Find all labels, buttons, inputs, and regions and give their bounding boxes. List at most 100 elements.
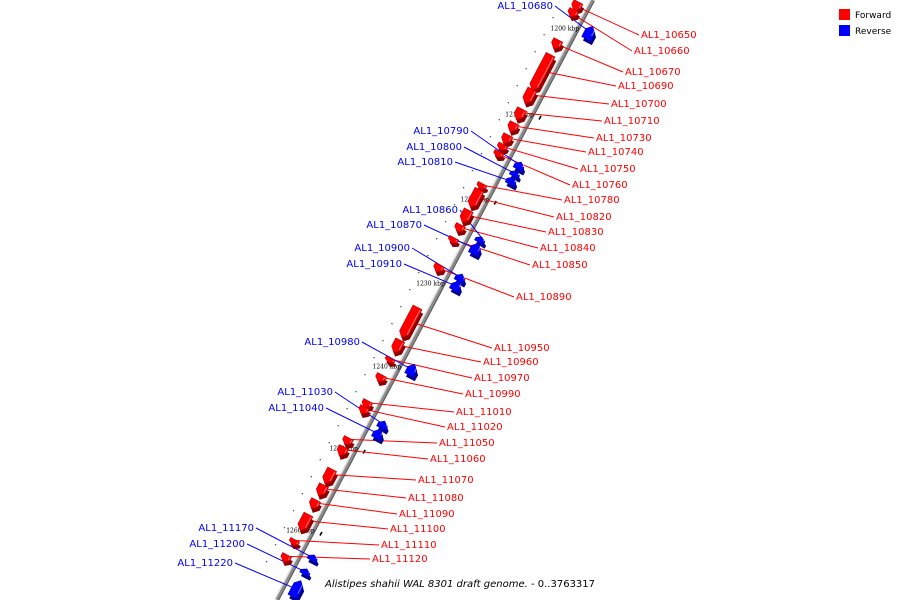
gene-feature-al1_10900[interactable] <box>453 272 470 288</box>
gene-feature-al1_10650[interactable] <box>568 0 586 17</box>
gene-feature-al1_11040[interactable] <box>370 427 388 445</box>
gene-label-al1_10910[interactable]: AL1_10910 <box>346 259 402 270</box>
gene-feature-al1_11050[interactable] <box>339 435 356 452</box>
gene-body <box>371 428 383 441</box>
gene-label-al1_10780[interactable]: AL1_10780 <box>564 195 620 206</box>
gene-label-al1_11100[interactable]: AL1_11100 <box>390 524 446 535</box>
gene-label-al1_10980[interactable]: AL1_10980 <box>304 337 360 348</box>
gene-label-al1_10950[interactable]: AL1_10950 <box>494 343 550 354</box>
track-dot <box>516 85 518 87</box>
gene-label-al1_11080[interactable]: AL1_11080 <box>408 493 464 504</box>
gene-feature-al1_10820[interactable] <box>464 186 486 213</box>
gene-label-al1_10820[interactable]: AL1_10820 <box>556 212 612 223</box>
gene-feature-al1_10670[interactable] <box>548 37 566 56</box>
gene-feature-al1_11070[interactable] <box>319 466 339 490</box>
gene-label-al1_11200[interactable]: AL1_11200 <box>189 539 245 550</box>
gene-feature-al1_11020[interactable] <box>356 404 373 421</box>
gene-label-al1_10970[interactable]: AL1_10970 <box>474 373 530 384</box>
gene-label-al1_11050[interactable]: AL1_11050 <box>439 438 495 449</box>
gene-label-al1_10670[interactable]: AL1_10670 <box>625 67 681 78</box>
gene-label-al1_10730[interactable]: AL1_10730 <box>596 133 652 144</box>
gene-label-al1_10660[interactable]: AL1_10660 <box>634 46 690 57</box>
gene-feature-al1_10870[interactable] <box>467 241 485 261</box>
gene-label-al1_10750[interactable]: AL1_10750 <box>580 164 636 175</box>
gene-feature-al1_10990[interactable] <box>372 372 389 389</box>
gene-feature-al1_10830[interactable] <box>456 207 475 229</box>
gene-label-al1_10680[interactable]: AL1_10680 <box>497 1 553 12</box>
gene-feature-al1_10730[interactable] <box>504 120 522 139</box>
gene-feature-al1_10790[interactable] <box>512 160 529 176</box>
leader-line <box>324 473 417 481</box>
gene-feature-al1_10970[interactable] <box>383 355 398 369</box>
gene-label-al1_10810[interactable]: AL1_10810 <box>397 157 453 168</box>
gene-body <box>508 170 520 179</box>
gene-feature-al1_10860[interactable] <box>473 235 489 249</box>
gene-feature-al1_11080[interactable] <box>313 482 331 502</box>
gene-feature-al1_10910[interactable] <box>448 279 466 297</box>
gene-label-al1_11070[interactable]: AL1_11070 <box>418 475 474 486</box>
gene-label-al1_11170[interactable]: AL1_11170 <box>198 523 254 534</box>
gene-label-al1_11090[interactable]: AL1_11090 <box>399 509 455 520</box>
gene-label-al1_11020[interactable]: AL1_11020 <box>447 422 503 433</box>
gene-label-al1_10760[interactable]: AL1_10760 <box>572 180 628 191</box>
gene-feature-al1_11090[interactable] <box>306 497 324 516</box>
gene-label-al1_11040[interactable]: AL1_11040 <box>268 403 324 414</box>
gene-feature-al1_10960[interactable] <box>388 337 407 359</box>
gene-label-al1_10710[interactable]: AL1_10710 <box>604 116 660 127</box>
gene-feature-al1_10680[interactable] <box>580 24 599 46</box>
gene-feature-al1_11060[interactable] <box>334 444 352 463</box>
gene-body <box>306 554 318 563</box>
gene-body <box>501 132 514 145</box>
gene-label-al1_10870[interactable]: AL1_10870 <box>366 220 422 231</box>
gene-feature-al1_11200[interactable] <box>298 567 314 581</box>
genome-backbone <box>274 0 595 600</box>
gene-body <box>453 273 466 284</box>
gene-highlight <box>522 164 525 168</box>
gene-feature-al1_11120[interactable] <box>278 552 295 569</box>
gene-feature-al1_10700[interactable] <box>519 86 539 110</box>
gene-label-al1_10830[interactable]: AL1_10830 <box>548 227 604 238</box>
track-dot <box>373 357 375 359</box>
gene-feature-al1_10840[interactable] <box>451 222 468 239</box>
gene-highlight <box>558 42 562 47</box>
gene-label-al1_10840[interactable]: AL1_10840 <box>540 243 596 254</box>
gene-feature-al1_11100[interactable] <box>294 511 315 537</box>
track-dot <box>409 289 411 291</box>
gene-label-al1_10800[interactable]: AL1_10800 <box>406 142 462 153</box>
gene-label-al1_10790[interactable]: AL1_10790 <box>413 126 469 137</box>
gene-label-al1_10850[interactable]: AL1_10850 <box>532 260 588 271</box>
gene-label-al1_11010[interactable]: AL1_11010 <box>456 407 512 418</box>
track-dot <box>436 238 438 240</box>
gene-label-al1_11120[interactable]: AL1_11120 <box>372 554 428 565</box>
gene-label-al1_10860[interactable]: AL1_10860 <box>402 205 458 216</box>
gene-label-al1_10900[interactable]: AL1_10900 <box>354 243 410 254</box>
gene-label-al1_11220[interactable]: AL1_11220 <box>177 558 233 569</box>
gene-label-al1_10740[interactable]: AL1_10740 <box>588 147 644 158</box>
gene-feature-al1_10850[interactable] <box>446 235 462 249</box>
gene-label-al1_11030[interactable]: AL1_11030 <box>277 387 333 398</box>
gene-feature-al1_10740[interactable] <box>498 132 516 151</box>
gene-label-al1_10700[interactable]: AL1_10700 <box>611 99 667 110</box>
gene-feature-al1_10710[interactable] <box>511 106 529 126</box>
gene-feature-al1_11220[interactable] <box>287 578 308 600</box>
gene-feature-al1_10750[interactable] <box>494 141 510 157</box>
gene-feature-al1_11030[interactable] <box>375 419 392 435</box>
gene-feature-al1_11110[interactable] <box>287 537 303 551</box>
gene-feature-al1_11010[interactable] <box>359 398 376 415</box>
gene-feature-al1_10890[interactable] <box>430 262 447 279</box>
gene-label-al1_10650[interactable]: AL1_10650 <box>641 30 697 41</box>
gene-feature-al1_11170[interactable] <box>306 553 322 567</box>
gene-label-al1_10690[interactable]: AL1_10690 <box>618 81 674 92</box>
gene-label-al1_10990[interactable]: AL1_10990 <box>465 389 521 400</box>
gene-label-al1_10960[interactable]: AL1_10960 <box>483 357 539 368</box>
gene-label-al1_11060[interactable]: AL1_11060 <box>430 454 486 465</box>
gene-feature-al1_10760[interactable] <box>491 149 507 163</box>
gene-feature-al1_10950[interactable] <box>396 304 425 344</box>
gene-feature-al1_10980[interactable] <box>403 362 421 382</box>
gene-label-al1_11110[interactable]: AL1_11110 <box>381 540 437 551</box>
gene-feature-al1_10810[interactable] <box>504 175 521 191</box>
gene-feature-al1_10660[interactable] <box>565 7 582 24</box>
gene-feature-al1_10690[interactable] <box>526 51 558 96</box>
gene-label-al1_10890[interactable]: AL1_10890 <box>516 292 572 303</box>
